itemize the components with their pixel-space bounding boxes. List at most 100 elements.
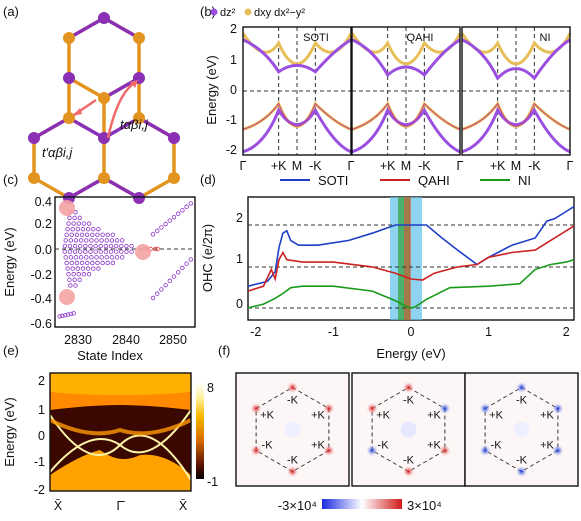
c-state-dot <box>66 272 71 277</box>
panel-b-ylabel: Energy (eV) <box>204 55 219 124</box>
c-state-dot <box>68 283 73 288</box>
c-state-dot <box>108 243 114 249</box>
b-xtick: Γ <box>567 159 574 173</box>
panel-e: Energy (eV) 2 1 0 -1 -2 X̄ Γ̄ X̄ 8 -1 <box>2 372 218 513</box>
b-band-pink-lower <box>242 102 352 130</box>
f-valley-spot <box>366 402 379 415</box>
panel-d-xlabel: Energy (eV) <box>376 346 445 361</box>
c-state-dot <box>73 283 78 288</box>
c-state-dot <box>73 238 79 243</box>
c-state-dot <box>74 260 80 266</box>
c-state-dot <box>105 232 110 237</box>
d-xtick: 0 <box>408 325 415 339</box>
b-xtick: -K <box>309 159 322 173</box>
c-state-dot <box>62 249 68 254</box>
e-ytick-2: 2 <box>38 374 45 388</box>
f-valley-spot <box>479 444 492 457</box>
c-state-dot <box>90 232 95 237</box>
c-state-dot <box>72 249 78 254</box>
panel-d-label: (d) <box>200 172 216 187</box>
f-k-label: -K <box>287 455 299 467</box>
c-state-dot <box>65 226 70 232</box>
corner-state-bottom <box>59 289 75 305</box>
panel-a-label: (a) <box>3 4 19 19</box>
c-state-dot <box>64 232 69 237</box>
e-ytick-m1: -1 <box>34 455 45 469</box>
c-state-dot <box>88 249 93 254</box>
c-state-dot <box>75 266 81 271</box>
c-state-dot <box>150 232 156 237</box>
panel-a-atoms <box>28 12 180 204</box>
legend-dz2-marker <box>210 8 218 16</box>
panel-b: dz² dxy dx²−y² Energy (eV) 2 1 0 -1 -2 S… <box>204 7 574 173</box>
c-state-dot <box>86 221 92 226</box>
c-state-dot <box>89 255 94 260</box>
c-state-dot <box>95 260 100 266</box>
c-state-dot <box>188 201 193 206</box>
b-ytick-1: 1 <box>230 53 237 67</box>
d-xtick: -1 <box>328 325 339 339</box>
f-k-label: +K <box>260 409 274 421</box>
b-subpanel-ni: NI +K M -K Γ <box>460 26 574 173</box>
c-state-dot <box>75 226 81 232</box>
c-state-dot <box>81 221 87 226</box>
c-state-dot <box>113 243 119 249</box>
f-k-label: +K <box>540 440 554 452</box>
c-state-dot <box>77 277 82 283</box>
c-state-dot <box>96 266 101 271</box>
f-valley-spot <box>479 402 492 415</box>
c-state-dot <box>104 255 109 260</box>
c-ytick-0.2: 0.2 <box>35 217 52 231</box>
f-colorbar-min: -3×10⁴ <box>278 498 317 513</box>
e-xtick-gamma: Γ̄ <box>117 499 126 513</box>
b-band-orange-upper <box>350 32 462 66</box>
f-k-label: +K <box>427 440 441 452</box>
f-center-spot <box>513 421 530 438</box>
legend-dz2: dz² <box>220 7 236 19</box>
c-ytick-0.0: 0.0 <box>35 243 52 257</box>
f-k-label: -K <box>516 394 528 406</box>
panel-d-ylabel: OHC (e/2π) <box>200 224 215 292</box>
c-state-dot <box>98 243 103 249</box>
f-valley-spot <box>551 402 564 415</box>
f-valley-spot <box>402 465 415 478</box>
c-edge-dot <box>153 246 158 252</box>
b-band-purple-lower <box>351 106 461 154</box>
f-center-spot <box>284 421 301 438</box>
b-label-qahi: QAHI <box>407 32 434 44</box>
c-state-dot <box>72 243 78 249</box>
hopping-label-t-prime: t′αβi,j <box>42 145 73 160</box>
f-colorbar-max: 3×10⁴ <box>407 498 442 513</box>
panel-a-hopping-arrows <box>72 80 138 139</box>
panel-d: SOTI QAHI NI OHC (e/2π) 2 1 0 -2 -1 0 1 2 En… <box>200 173 575 361</box>
f-valley-spot <box>515 381 528 394</box>
c-state-dot <box>84 238 89 243</box>
c-state-dot <box>171 214 177 220</box>
c-ytick-m0.2: -0.2 <box>30 268 52 282</box>
f-k-label: +K <box>489 409 503 421</box>
c-state-dot <box>184 261 189 266</box>
b-xtick: +K <box>490 159 506 173</box>
c-ytick-m0.4: -0.4 <box>30 292 52 306</box>
d-ytick-1: 1 <box>236 252 243 266</box>
b-band-purple-lower <box>242 106 352 154</box>
c-state-dot <box>83 243 88 249</box>
c-state-dot <box>163 282 168 288</box>
c-state-dot <box>68 311 74 317</box>
c-state-dot <box>188 257 193 262</box>
panel-c-label: (c) <box>3 172 18 187</box>
corner-state-middle <box>135 244 151 260</box>
d-series-soti <box>247 205 575 287</box>
c-state-dot <box>159 225 164 230</box>
c-state-dot <box>78 255 84 260</box>
c-state-dot <box>66 221 71 226</box>
c-state-dot <box>100 260 105 266</box>
legend-soti: SOTI <box>318 173 348 188</box>
c-state-dot <box>119 249 124 254</box>
c-state-dot <box>74 232 80 237</box>
b-ytick-m1: -1 <box>226 113 237 127</box>
c-state-dot <box>124 249 129 254</box>
c-state-dot <box>91 226 96 232</box>
b-label-ni: NI <box>540 32 551 44</box>
b-band-purple-upper <box>351 38 461 78</box>
